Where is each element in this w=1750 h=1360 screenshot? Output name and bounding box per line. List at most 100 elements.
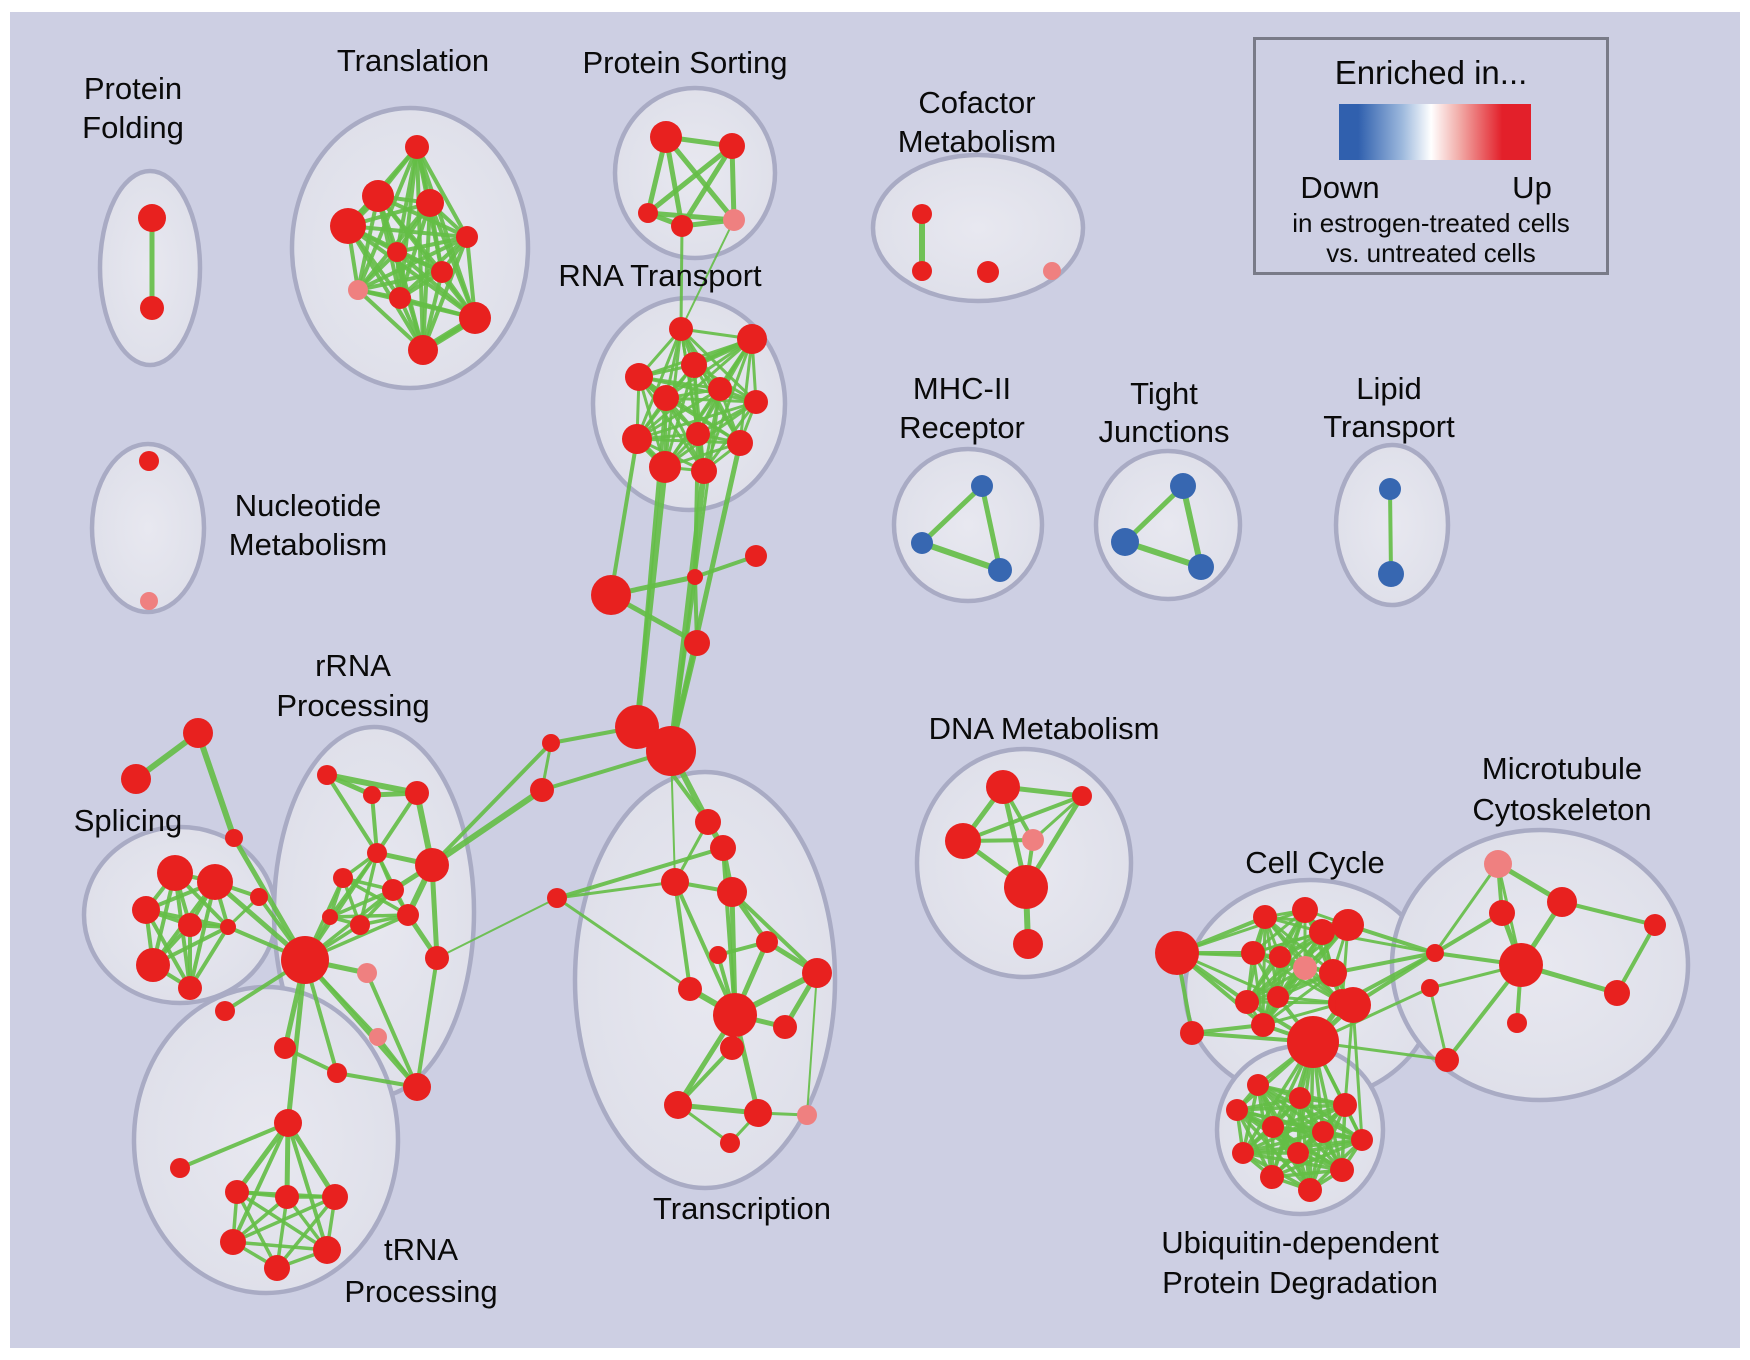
- edge-tx3-tx10: [673, 880, 737, 1017]
- cluster-label-microtubule-cytoskeleton-line1: Microtubule: [1482, 751, 1642, 786]
- node-ps2: [719, 133, 745, 159]
- edge-rt2-rt12: [702, 337, 754, 473]
- node-tn6: [264, 1255, 290, 1281]
- legend-gradient-bar: [1339, 104, 1531, 160]
- node-sp2: [197, 864, 233, 900]
- node-rt3: [681, 352, 707, 378]
- node-rt5: [653, 385, 679, 411]
- edge-tn3-tn4: [231, 1195, 337, 1244]
- cluster-ellipse-nucleotide-metabolism: [89, 441, 207, 615]
- network-nodes: [121, 121, 1666, 1281]
- cluster-label-lipid-transport-line1: Lipid: [1356, 371, 1422, 406]
- edge-rt6-rt8: [635, 387, 722, 441]
- node-sp3: [132, 896, 160, 924]
- edge-rr11-tx5: [436, 897, 558, 959]
- node-cc7: [1293, 956, 1317, 980]
- node-tn4: [220, 1229, 246, 1255]
- edge-lp1-lp2: [1388, 487, 1393, 576]
- node-hub1: [615, 705, 659, 749]
- edge-rt7-rt11: [663, 400, 758, 469]
- node-rr9: [350, 915, 370, 935]
- node-sp1: [157, 855, 193, 891]
- node-mtl: [1426, 944, 1444, 962]
- edge-mtl2-mt5: [1428, 986, 1449, 1062]
- node-mh1: [971, 475, 993, 497]
- node-tr4: [330, 208, 366, 244]
- cluster-label-cofactor-metabolism-line1: Cofactor: [918, 85, 1035, 120]
- edge-tr2-tr8: [356, 194, 380, 292]
- legend-caption-line2: vs. untreated cells: [1326, 238, 1536, 268]
- node-tx5: [547, 888, 567, 908]
- node-tx11: [773, 1015, 797, 1039]
- node-mtl2: [1421, 979, 1439, 997]
- node-ub6: [1312, 1121, 1334, 1143]
- node-cf2: [912, 261, 932, 281]
- node-mt3: [1489, 900, 1515, 926]
- legend-caption-line1: in estrogen-treated cells: [1292, 208, 1570, 238]
- node-tr7: [431, 261, 453, 283]
- edge-tn4-tn5: [231, 1240, 329, 1252]
- cluster-ellipse-mhc-ii-receptor: [891, 446, 1045, 604]
- node-ccl: [1155, 931, 1199, 975]
- edge-rt1-rt7: [679, 327, 758, 404]
- cluster-label-rna-transport: RNA Transport: [558, 258, 762, 293]
- cluster-label-ubiquitin-degradation-line2: Protein Degradation: [1162, 1265, 1438, 1300]
- node-sp5: [220, 919, 236, 935]
- node-rrh: [281, 936, 329, 984]
- node-sp7: [178, 976, 202, 1000]
- node-dm3: [945, 823, 981, 859]
- node-rr10: [397, 904, 419, 926]
- node-tr5: [456, 226, 478, 248]
- node-ub9: [1287, 1142, 1309, 1164]
- edge-rr1-rr3: [324, 772, 420, 796]
- node-rt7: [744, 390, 768, 414]
- edge-rrh-tn0: [285, 957, 308, 1126]
- edge-mtl-mt3: [1433, 911, 1504, 955]
- node-tj2: [1111, 528, 1139, 556]
- node-cc5: [1241, 941, 1265, 965]
- edge-tx4-tx9: [730, 890, 819, 975]
- edge-mtl-mt1: [1433, 862, 1500, 955]
- edge-tj1-tj3: [1180, 483, 1204, 570]
- edge-ps3-ps5: [645, 210, 737, 223]
- cluster-label-protein-folding-line2: Folding: [82, 110, 184, 145]
- node-mth: [1499, 943, 1543, 987]
- node-tx15: [797, 1105, 817, 1125]
- node-c2: [745, 545, 767, 567]
- node-sp_t3: [225, 829, 243, 847]
- edge-c1-hub2: [669, 575, 697, 753]
- node-dm2: [1072, 786, 1092, 806]
- edge-tr1-tr5: [415, 145, 469, 239]
- cluster-label-tight-junctions-line1: Tight: [1130, 376, 1198, 411]
- node-dm1: [986, 770, 1020, 804]
- node-rr2: [363, 786, 381, 804]
- edge-tn0-tn5: [286, 1121, 329, 1252]
- edge-tr7-tr8: [356, 270, 444, 292]
- node-nm1: [139, 451, 159, 471]
- edge-tr6-tr10: [395, 250, 477, 320]
- node-dm4: [1022, 829, 1044, 851]
- edge-sp2-sp7: [188, 880, 217, 990]
- edge-rr1-rr4: [325, 773, 379, 855]
- node-mh3: [988, 558, 1012, 582]
- node-rt11: [649, 451, 681, 483]
- edge-rr3-rr4: [375, 791, 419, 855]
- node-mt6: [1507, 1013, 1527, 1033]
- node-tj3: [1188, 554, 1214, 580]
- node-rr7: [382, 879, 404, 901]
- node-mh2: [911, 532, 933, 554]
- cluster-labels: Protein Folding Translation Protein Sorting…: [74, 43, 1652, 1309]
- node-rt8: [622, 424, 652, 454]
- node-rr3: [405, 781, 429, 805]
- node-tn1: [225, 1180, 249, 1204]
- edge-mtl-cc8: [1331, 951, 1437, 975]
- edge-mh1-mh3: [979, 483, 1003, 573]
- cluster-label-nucleotide-metabolism-line2: Metabolism: [229, 527, 388, 562]
- node-rt10: [727, 430, 753, 456]
- node-sp_t2: [121, 764, 151, 794]
- cluster-label-transcription: Transcription: [653, 1191, 831, 1226]
- node-tn2: [275, 1185, 299, 1209]
- node-sp8: [250, 888, 268, 906]
- node-tni: [170, 1158, 190, 1178]
